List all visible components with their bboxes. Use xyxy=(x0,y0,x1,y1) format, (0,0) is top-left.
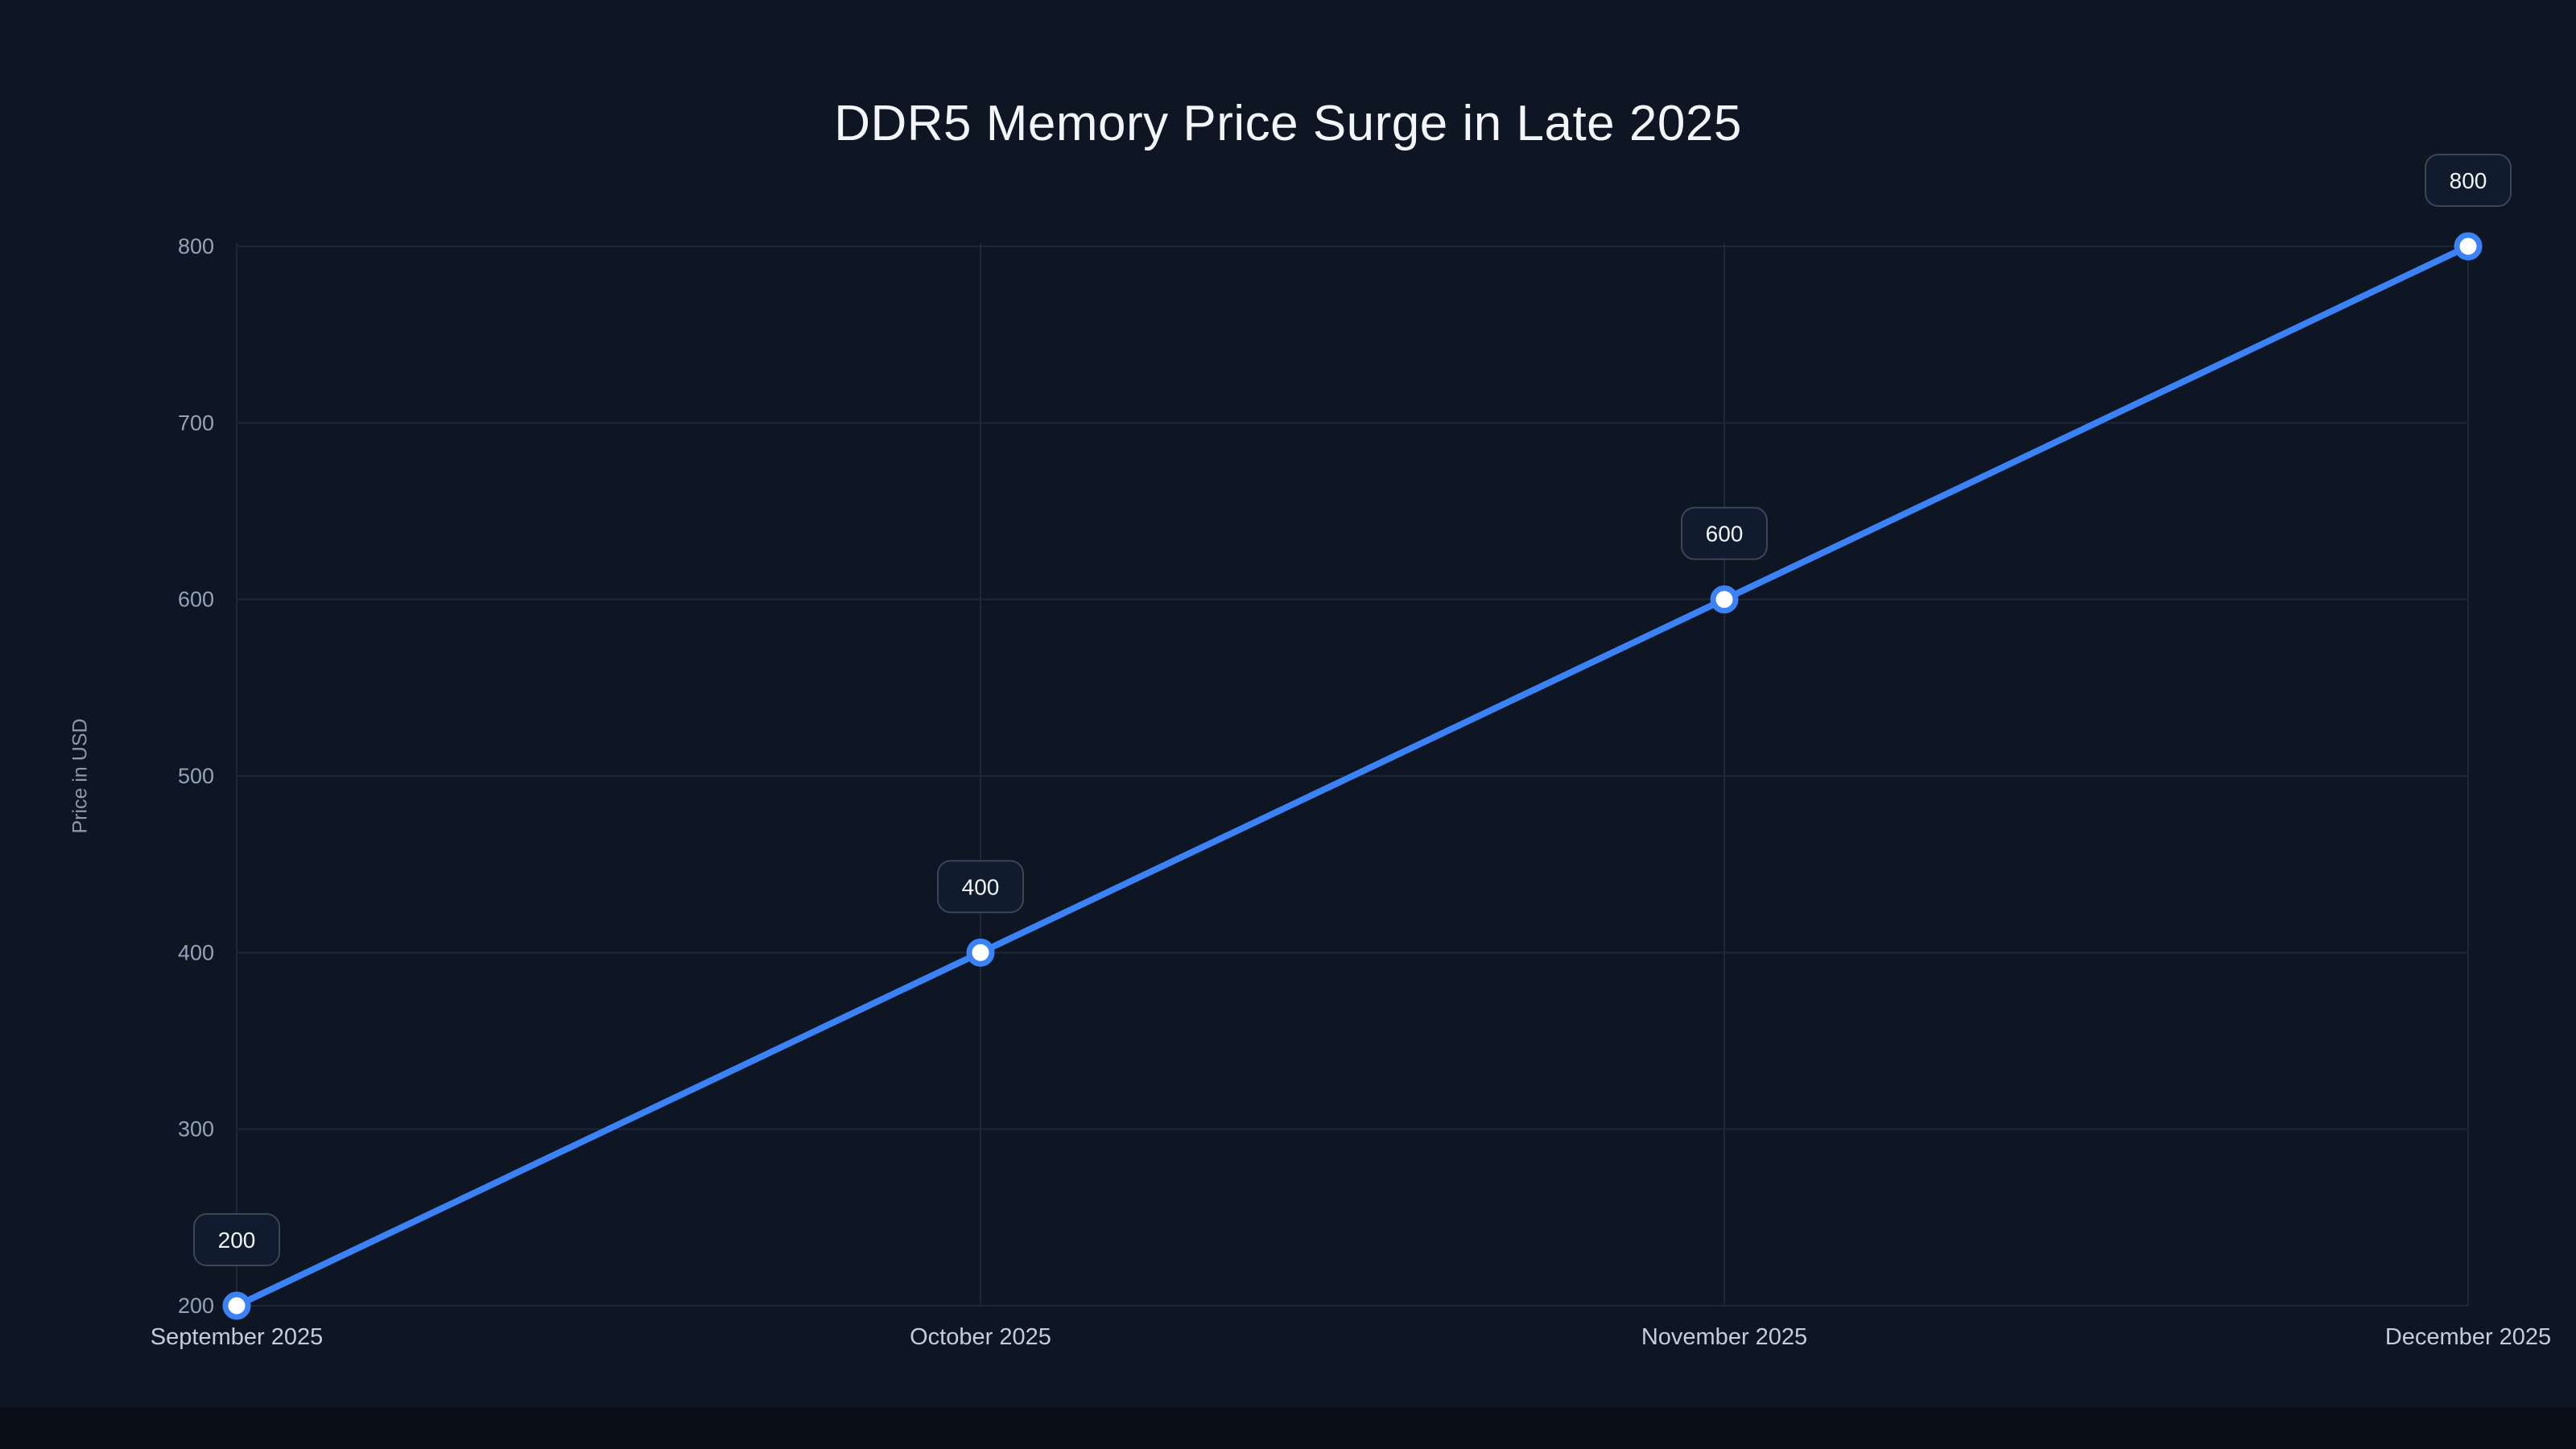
y-tick-label: 800 xyxy=(178,234,214,258)
x-tick-label: October 2025 xyxy=(910,1324,1051,1350)
data-point-marker xyxy=(1710,585,1739,614)
bottom-band xyxy=(0,1407,2576,1449)
x-tick-label: December 2025 xyxy=(2385,1324,2551,1350)
data-point-marker xyxy=(222,1291,251,1320)
chart-title: DDR5 Memory Price Surge in Late 2025 xyxy=(834,96,1742,151)
point-value-badge xyxy=(193,1213,280,1266)
point-value-label: 600 xyxy=(1706,522,1744,547)
y-tick-label: 200 xyxy=(178,1294,214,1318)
series-line xyxy=(233,243,2471,1309)
x-tick-label: September 2025 xyxy=(151,1324,323,1350)
y-tick-label: 400 xyxy=(178,940,214,964)
point-value-badge xyxy=(1681,506,1768,560)
x-tick-label: November 2025 xyxy=(1641,1324,1807,1350)
data-point-marker xyxy=(2454,232,2483,261)
point-value-label: 400 xyxy=(962,874,1000,899)
point-value-badge xyxy=(937,860,1024,914)
y-tick-label: 700 xyxy=(178,411,214,435)
y-tick-label: 600 xyxy=(178,588,214,612)
point-value-label: 800 xyxy=(2450,168,2487,193)
y-tick-label: 500 xyxy=(178,764,214,788)
y-tick-label: 300 xyxy=(178,1117,214,1141)
data-point-marker xyxy=(966,938,995,967)
point-value-label: 200 xyxy=(218,1228,256,1253)
point-value-badge xyxy=(2425,154,2512,207)
